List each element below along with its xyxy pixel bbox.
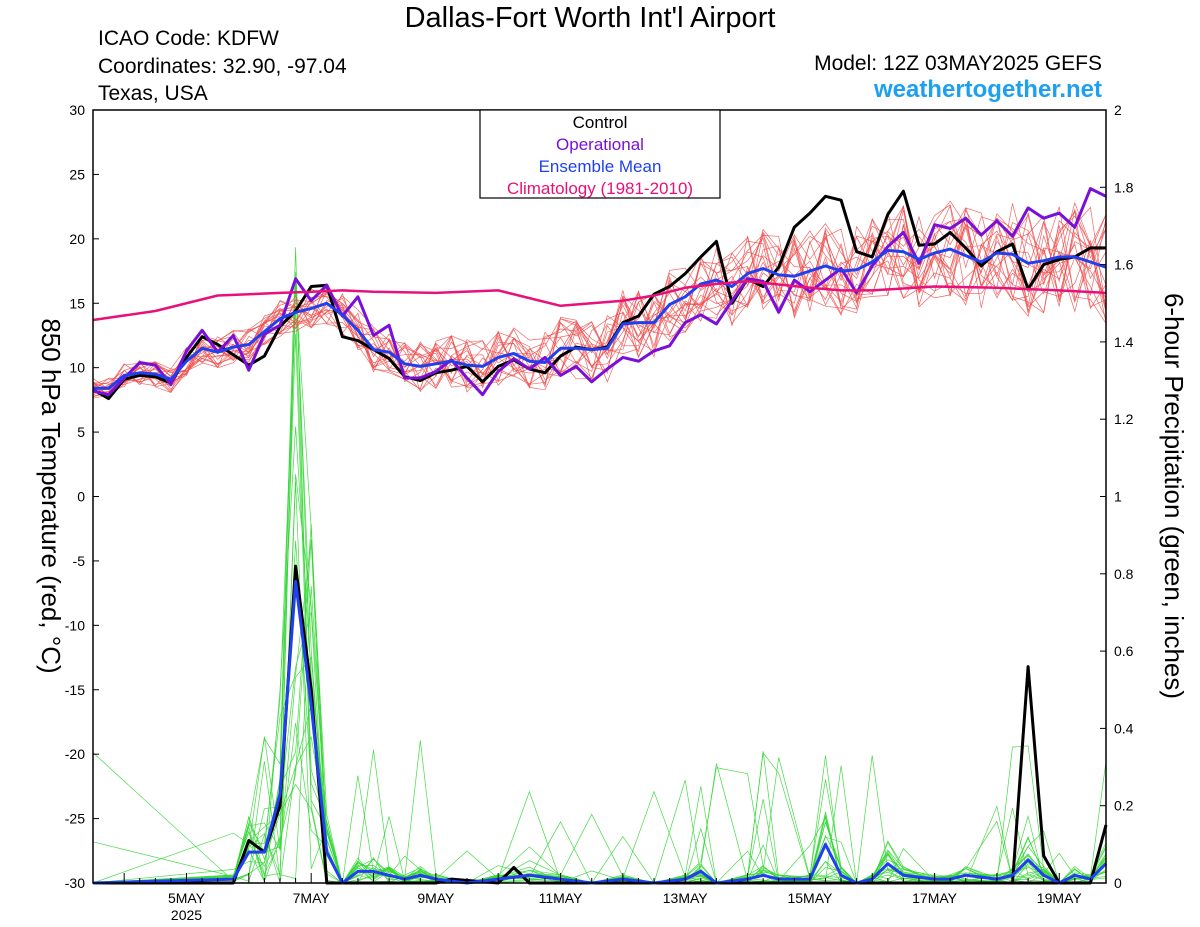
- left-tick-label: 20: [69, 231, 85, 247]
- left-tick-label: 5: [77, 424, 85, 440]
- climatology-1981-2010-temp-line: [92, 280, 1107, 322]
- temp-member-line: [92, 220, 1107, 398]
- precip-member-line: [92, 539, 1107, 884]
- left-tick-label: 0: [77, 489, 85, 505]
- left-tick-label: -5: [73, 553, 86, 569]
- legend-item: Control: [573, 113, 628, 132]
- left-tick-label: -30: [65, 875, 85, 891]
- x-tick-label: 11MAY: [539, 890, 583, 906]
- legend-item: Climatology (1981-2010): [507, 179, 693, 198]
- temp-member-line: [92, 204, 1107, 397]
- legend-item: Operational: [556, 135, 644, 154]
- left-tick-label: 15: [69, 295, 85, 311]
- right-axis: 2 1.8 1.6 1.4 1.2 1 0.8 0.6 0.4 0.2 0: [1100, 102, 1134, 891]
- right-tick-label: 0.8: [1114, 566, 1134, 582]
- coordinates: Coordinates: 32.90, -97.04: [98, 55, 347, 78]
- temp-member-line: [92, 205, 1107, 396]
- right-tick-label: 0.6: [1114, 643, 1134, 659]
- temp-member-line: [92, 201, 1107, 398]
- icao-code: ICAO Code: KDFW: [98, 27, 279, 50]
- ensemble-mean-precip-line: [92, 580, 1108, 885]
- legend: Control Operational Ensemble Mean Climatolo…: [479, 109, 721, 199]
- right-tick-label: 0.4: [1114, 720, 1134, 736]
- temp-member-line: [92, 215, 1107, 390]
- site-link[interactable]: weathertogether.net: [873, 76, 1102, 103]
- legend-box: [479, 109, 721, 199]
- series-lines: [92, 187, 1108, 885]
- precip-member-line: [92, 426, 1107, 884]
- right-tick-label: 1.2: [1114, 411, 1134, 427]
- x-tick-label: 17MAY: [912, 890, 958, 906]
- x-tick-label: 5MAY: [168, 890, 206, 906]
- right-tick-label: 1.4: [1114, 334, 1134, 350]
- right-tick-label: 1: [1114, 489, 1122, 505]
- left-tick-label: 30: [69, 102, 85, 118]
- left-tick-label: -10: [65, 617, 85, 633]
- operational-temp-line: [92, 187, 1107, 397]
- left-tick-label: -25: [65, 811, 85, 827]
- temp-members: [92, 200, 1107, 399]
- chart-title: Dallas-Fort Worth Int'l Airport: [404, 2, 776, 34]
- temp-member-line: [92, 219, 1107, 397]
- precip-member-line: [92, 306, 1107, 884]
- left-tick-label: 25: [69, 166, 85, 182]
- x-tick-label: 13MAY: [663, 890, 709, 906]
- precip-member-line: [92, 481, 1107, 884]
- right-tick-label: 0.2: [1114, 798, 1134, 814]
- region: Texas, USA: [98, 82, 208, 105]
- legend-item: Ensemble Mean: [539, 157, 662, 176]
- ensemble-mean-temp-line: [93, 247, 1107, 390]
- right-tick-label: 1.8: [1114, 179, 1134, 195]
- left-axis: 30 25 20 15 10 5 0 -5 -10 -15 -20 -25 -30: [65, 102, 99, 891]
- left-tick-label: -20: [65, 746, 85, 762]
- x-tick-label: 19MAY: [1037, 890, 1083, 906]
- model-run: Model: 12Z 03MAY2025 GEFS: [814, 52, 1102, 75]
- precip-member-line: [92, 333, 1107, 884]
- right-tick-label: 2: [1114, 102, 1122, 118]
- temp-member-line: [92, 206, 1107, 394]
- precip-member-line: [92, 279, 1107, 884]
- x-tick-year: 2025: [171, 907, 202, 923]
- y-left-label: 850 hPa Temperature (red, °C): [36, 318, 66, 673]
- x-tick-label: 15MAY: [787, 890, 833, 906]
- x-tick-label: 7MAY: [293, 890, 331, 906]
- left-tick-label: -15: [65, 682, 85, 698]
- left-tick-label: 10: [69, 360, 85, 376]
- precip-member-line: [92, 474, 1107, 884]
- right-tick-label: 0: [1114, 875, 1122, 891]
- x-tick-label: 9MAY: [417, 890, 455, 906]
- right-tick-label: 1.6: [1114, 257, 1134, 273]
- temp-member-line: [92, 218, 1107, 393]
- y-right-label: 6-hour Precipitation (green, inches): [1159, 293, 1189, 699]
